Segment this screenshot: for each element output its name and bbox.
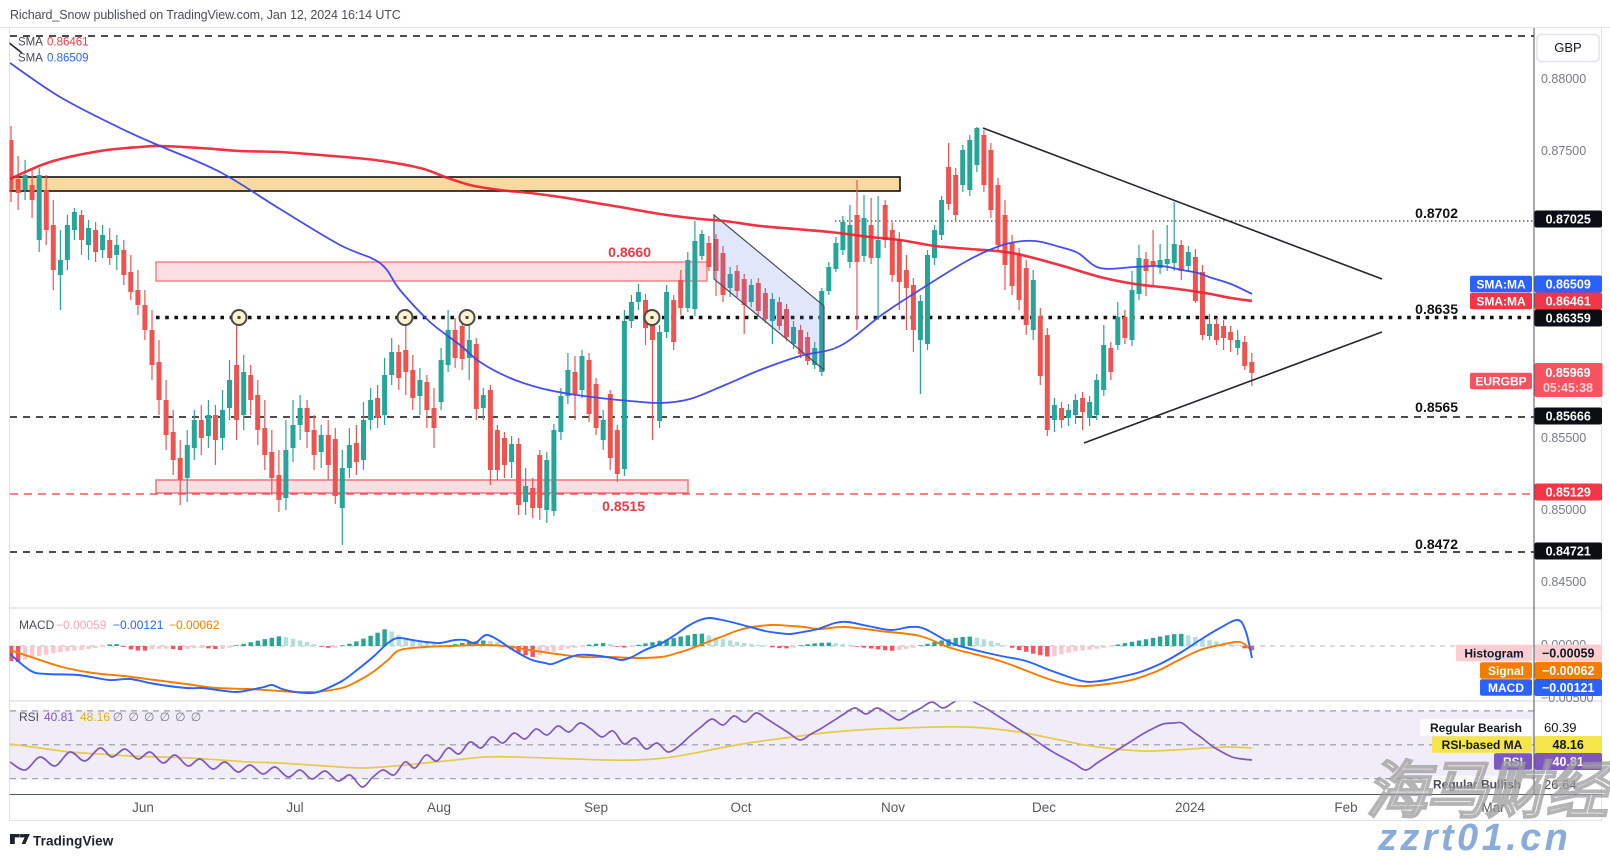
svg-text:海马财经: 海马财经 <box>1366 757 1610 826</box>
svg-text:Sep: Sep <box>584 800 608 815</box>
svg-text:0.8702: 0.8702 <box>1415 205 1458 221</box>
svg-text:0.84721: 0.84721 <box>1546 545 1591 559</box>
svg-text:GBP: GBP <box>1554 40 1581 55</box>
svg-text:MACD: MACD <box>19 618 55 632</box>
svg-text:Jul: Jul <box>286 800 303 815</box>
svg-text:40.81: 40.81 <box>1553 755 1584 769</box>
svg-text:∅: ∅ <box>175 710 185 724</box>
svg-text:0.8565: 0.8565 <box>1415 399 1458 415</box>
svg-text:RSI: RSI <box>19 710 39 724</box>
svg-text:−0.00121: −0.00121 <box>113 618 164 632</box>
svg-text:−0.00059: −0.00059 <box>1542 647 1595 661</box>
svg-text:MACD: MACD <box>1488 681 1524 695</box>
svg-text:48.16: 48.16 <box>80 710 110 724</box>
svg-text:05:45:38: 05:45:38 <box>1543 381 1593 395</box>
svg-text:26.64: 26.64 <box>1544 777 1577 792</box>
svg-text:EURGBP: EURGBP <box>1475 374 1526 388</box>
svg-text:0.88000: 0.88000 <box>1541 72 1586 86</box>
svg-text:∅: ∅ <box>144 710 154 724</box>
svg-text:SMA: SMA <box>18 37 43 49</box>
svg-text:SMA: SMA <box>18 53 43 65</box>
svg-text:Richard_Snow published on Trad: Richard_Snow published on TradingView.co… <box>10 8 401 22</box>
svg-text:−0.00062: −0.00062 <box>1542 664 1595 678</box>
svg-text:0.86509: 0.86509 <box>47 53 89 65</box>
svg-text:∅: ∅ <box>128 710 138 724</box>
svg-text:Nov: Nov <box>881 800 905 815</box>
svg-text:0.87500: 0.87500 <box>1541 144 1586 158</box>
svg-text:Regular Bullish: Regular Bullish <box>1433 777 1521 791</box>
svg-text:0.86509: 0.86509 <box>1546 278 1591 292</box>
svg-text:0.8515: 0.8515 <box>602 498 645 514</box>
svg-text:2024: 2024 <box>1175 800 1206 815</box>
svg-text:Dec: Dec <box>1032 800 1056 815</box>
svg-text:0.86461: 0.86461 <box>1546 295 1591 309</box>
svg-text:RSI: RSI <box>1503 755 1523 769</box>
svg-text:0.85000: 0.85000 <box>1541 503 1586 517</box>
svg-text:48.16: 48.16 <box>1553 738 1584 752</box>
svg-text:SMA:MA: SMA:MA <box>1476 294 1526 308</box>
svg-text:0.86359: 0.86359 <box>1546 312 1591 326</box>
svg-text:Jun: Jun <box>132 800 154 815</box>
svg-text:0.8472: 0.8472 <box>1415 536 1458 552</box>
svg-text:Histogram: Histogram <box>1464 646 1523 660</box>
svg-text:∅: ∅ <box>191 710 201 724</box>
svg-text:0.85129: 0.85129 <box>1546 486 1591 500</box>
svg-text:0.87025: 0.87025 <box>1546 213 1591 227</box>
svg-text:TradingView: TradingView <box>33 834 114 849</box>
svg-text:Oct: Oct <box>730 800 751 815</box>
svg-text:0.85666: 0.85666 <box>1546 410 1591 424</box>
svg-text:SMA:MA: SMA:MA <box>1476 277 1526 291</box>
svg-text:0.8660: 0.8660 <box>608 244 651 260</box>
svg-text:40.81: 40.81 <box>44 710 74 724</box>
svg-text:Signal: Signal <box>1488 664 1524 678</box>
svg-text:0.84500: 0.84500 <box>1541 575 1586 589</box>
svg-text:0.8635: 0.8635 <box>1415 301 1458 317</box>
svg-text:∅: ∅ <box>160 710 170 724</box>
svg-text:−0.00121: −0.00121 <box>1542 681 1595 695</box>
svg-text:Mar: Mar <box>1481 800 1505 815</box>
svg-text:Aug: Aug <box>427 800 451 815</box>
svg-text:0.85969: 0.85969 <box>1545 366 1590 380</box>
svg-text:0.86461: 0.86461 <box>47 37 89 49</box>
svg-text:Feb: Feb <box>1334 800 1357 815</box>
svg-text:0.85500: 0.85500 <box>1541 431 1586 445</box>
svg-text:−0.00062: −0.00062 <box>169 618 220 632</box>
svg-text:RSI-based MA: RSI-based MA <box>1442 738 1523 752</box>
svg-text:∅: ∅ <box>113 710 123 724</box>
svg-text:60.39: 60.39 <box>1544 720 1577 735</box>
svg-text:Regular Bearish: Regular Bearish <box>1430 721 1522 735</box>
svg-text:−0.00059: −0.00059 <box>56 618 107 632</box>
svg-text:zzrt01.cn: zzrt01.cn <box>1377 817 1571 857</box>
